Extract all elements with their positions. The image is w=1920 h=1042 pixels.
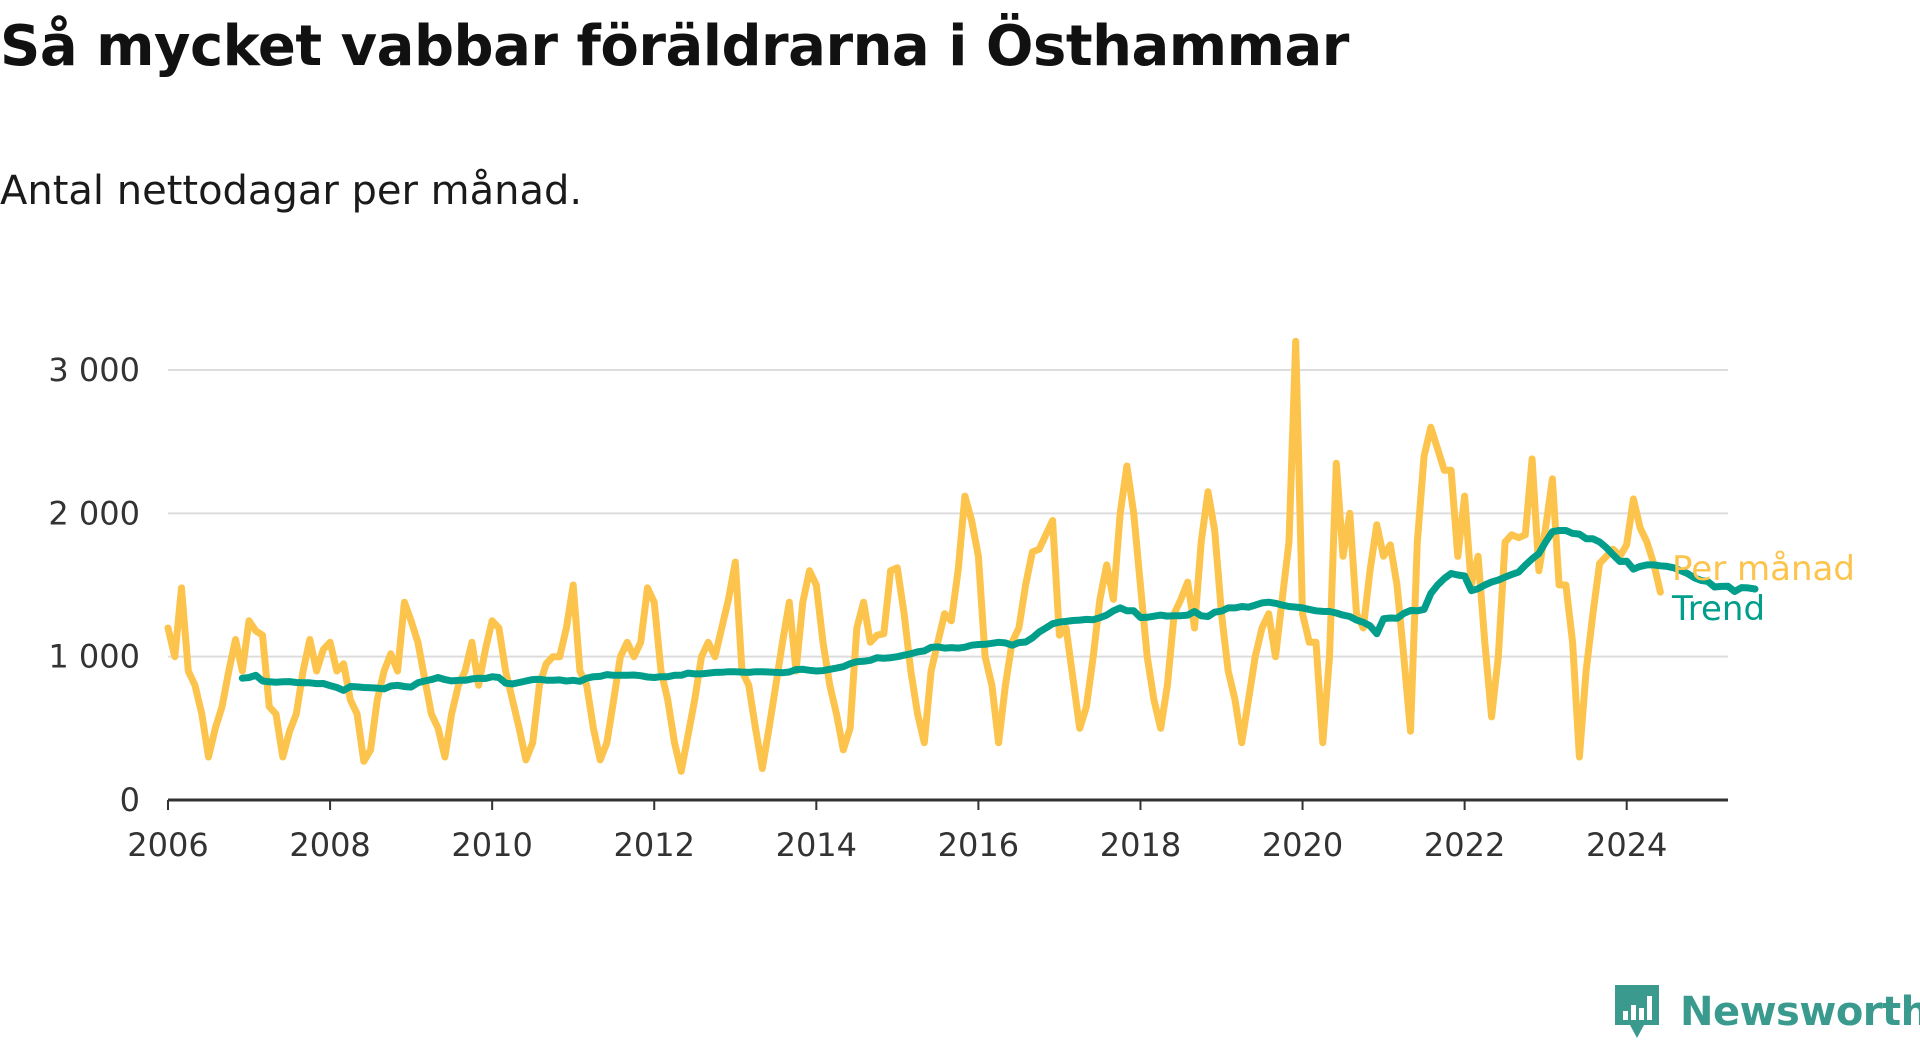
brand-logo: Newsworthy — [1612, 982, 1920, 1042]
brand-name: Newsworthy — [1680, 989, 1920, 1035]
x-tick-label: 2024 — [1586, 826, 1667, 864]
y-tick-label: 2 000 — [48, 494, 140, 532]
x-tick-label: 2010 — [451, 826, 532, 864]
x-tick-label: 2018 — [1100, 826, 1181, 864]
series-line-trend — [238, 527, 1759, 694]
x-tick-label: 2016 — [938, 826, 1019, 864]
legend-label-trend: Trend — [1671, 589, 1765, 629]
x-tick-label: 2022 — [1424, 826, 1505, 864]
series-lines — [164, 337, 1759, 775]
series-line-per-month — [164, 337, 1664, 775]
legend-label-per-month: Per månad — [1672, 549, 1855, 589]
x-tick-label: 2014 — [776, 826, 857, 864]
newsworthy-logo-icon — [1615, 985, 1659, 1038]
chart-subtitle: Antal nettodagar per månad. — [0, 168, 583, 214]
axes: 0 1 000 2 000 3 000 2006 2008 2010 2012 2014 2016… — [48, 351, 1728, 864]
x-tick-label: 2020 — [1262, 826, 1343, 864]
x-tick-label: 2006 — [127, 826, 208, 864]
y-tick-label: 1 000 — [48, 638, 140, 676]
chart-title: Så mycket vabbar föräldrarna i Östhammar — [0, 14, 1349, 79]
x-tick-label: 2008 — [289, 826, 370, 864]
y-tick-label: 3 000 — [48, 351, 140, 389]
y-tick-label: 0 — [120, 781, 140, 819]
x-tick-label: 2012 — [614, 826, 695, 864]
